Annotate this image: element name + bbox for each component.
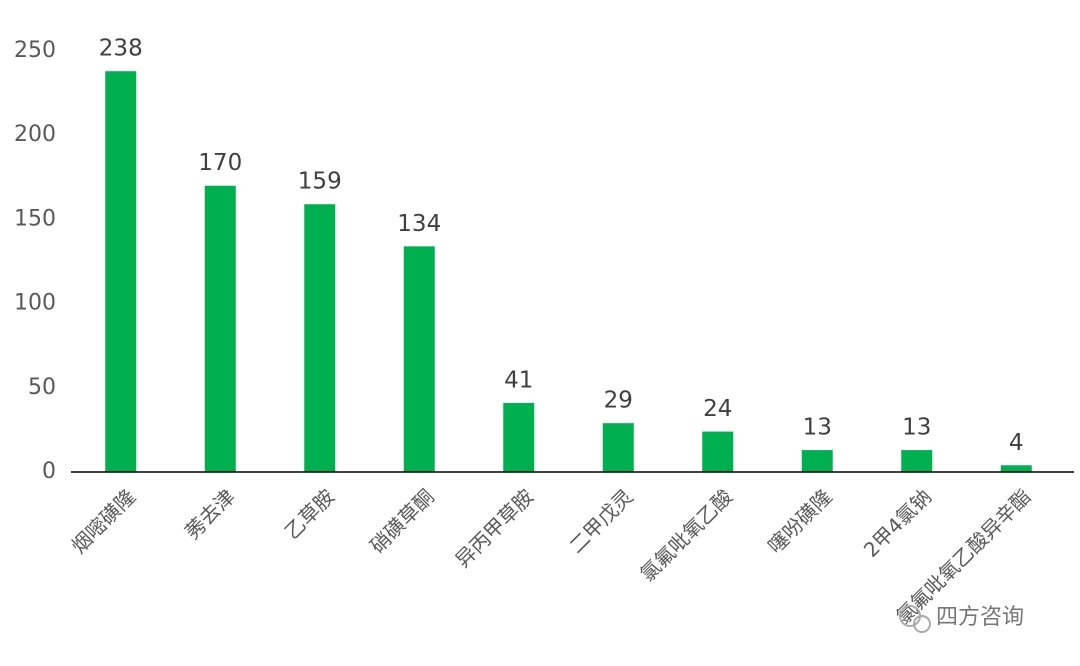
y-tick-label: 100 [14,291,56,316]
x-tick-label: 二甲戊灵 [564,484,638,558]
value-label: 13 [902,415,931,441]
y-tick-label: 50 [28,375,56,400]
value-label: 134 [397,211,441,237]
x-tick-label: 2甲4氯钠 [859,484,936,561]
bar [901,450,933,472]
bar [105,71,137,472]
y-tick-label: 150 [14,206,56,231]
value-label: 29 [604,388,633,414]
x-tick-label: 乙草胺 [280,484,339,543]
x-tick-label: 烟嘧磺隆 [67,484,141,558]
y-tick-label: 250 [14,38,56,63]
bar [1000,465,1032,472]
value-label: 4 [1009,430,1024,456]
x-tick-label: 硝磺草酮 [365,484,439,558]
watermark: 四方咨询 [899,605,1024,633]
bar [204,185,236,472]
y-tick-label: 200 [14,122,56,147]
value-label: 238 [99,36,143,62]
value-label: 24 [703,396,732,422]
value-label: 159 [298,169,342,195]
bar [602,423,634,472]
x-tick-label: 莠去津 [180,484,239,543]
watermark-text: 四方咨询 [936,605,1024,630]
bar [304,204,336,472]
value-label: 13 [803,415,832,441]
bar [702,431,734,472]
watermark-icon [913,615,931,633]
y-tick-label: 0 [42,459,56,484]
value-label: 170 [198,150,242,176]
bar [403,246,435,472]
x-tick-label: 氯氟吡氧乙酸 [635,484,737,586]
x-tick-label: 噻吩磺隆 [763,484,837,558]
value-label: 41 [504,367,533,393]
bar [801,450,833,472]
bar [503,402,535,472]
x-tick-label: 异丙甲草胺 [450,484,538,572]
